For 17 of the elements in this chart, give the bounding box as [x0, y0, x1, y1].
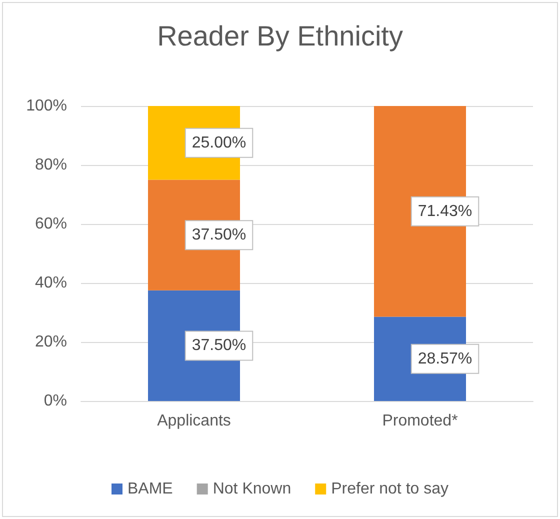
legend-label: Prefer not to say	[331, 480, 448, 498]
y-tick-label: 80%	[34, 156, 67, 174]
y-tick-label: 60%	[34, 216, 67, 232]
x-tick-label: Applicants	[157, 412, 231, 430]
y-tick-label: 100%	[26, 98, 67, 114]
data-label: 37.50%	[192, 337, 246, 354]
data-label: 28.57%	[418, 350, 472, 368]
legend-label: Not Known	[212, 480, 292, 498]
chart-title: Reader By Ethnicity	[157, 20, 403, 52]
y-tick-label: 20%	[34, 334, 67, 350]
data-label: 25.00%	[192, 134, 246, 152]
legend-label: BAME	[128, 480, 173, 498]
y-tick-label: 40%	[34, 274, 67, 292]
x-tick-label: Promoted*	[382, 412, 458, 430]
data-label: 37.50%	[192, 226, 246, 244]
y-tick-label: 0%	[44, 392, 67, 410]
data-label: 71.43%	[418, 202, 472, 220]
